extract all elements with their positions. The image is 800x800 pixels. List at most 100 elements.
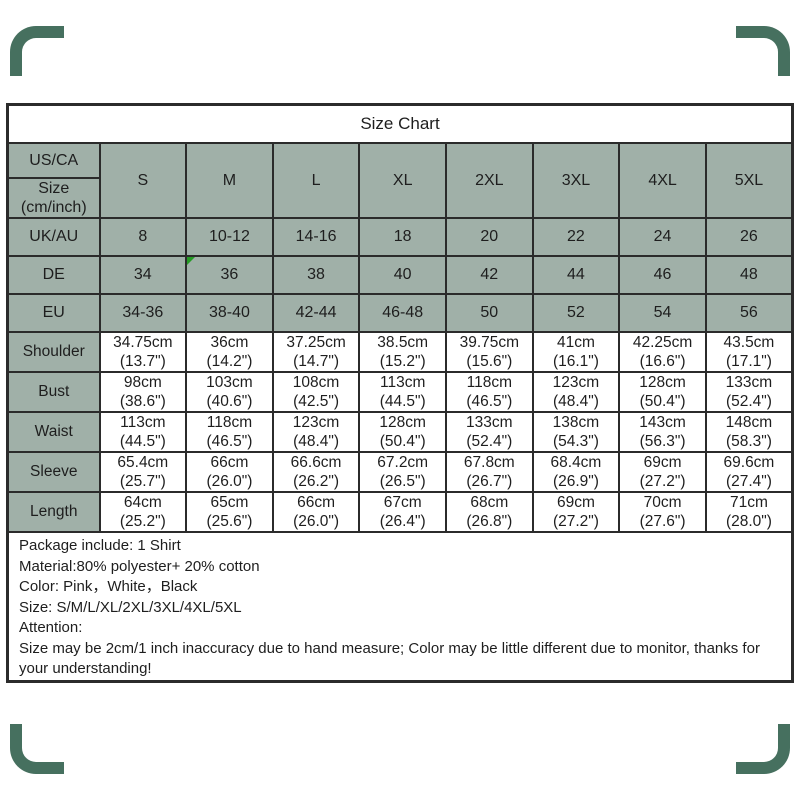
rounded-corner-decoration-bottom-left bbox=[10, 724, 64, 774]
size-value-text: 44 bbox=[567, 266, 585, 283]
measurement-value-cell: 113cm (44.5") bbox=[98, 411, 188, 453]
measurement-cm-text: 41cm bbox=[556, 334, 595, 351]
size-value-cell: 18 bbox=[358, 217, 447, 257]
size-value-cell: 46-48 bbox=[358, 293, 447, 333]
measurement-inch-text: (25.7") bbox=[119, 473, 166, 490]
measurement-value-cell: 138cm (54.3") bbox=[531, 411, 621, 453]
measurement-cm-text: 37.25cm bbox=[286, 334, 346, 351]
row-label-length: Length bbox=[6, 491, 101, 533]
measurement-cm-text: 69cm bbox=[643, 454, 682, 471]
row-label-eu: EU bbox=[6, 293, 101, 333]
measurement-cm-text: 69cm bbox=[556, 494, 595, 511]
product-notes: Package include: 1 Shirt Material:80% pol… bbox=[6, 531, 794, 682]
measurement-cm-text: 65cm bbox=[210, 494, 249, 511]
note-line: Size: S/M/L/XL/2XL/3XL/4XL/5XL bbox=[19, 598, 242, 616]
size-value-cell: 34 bbox=[98, 255, 188, 295]
size-value-cell: 10-12 bbox=[185, 217, 274, 257]
measurement-inch-text: (16.6") bbox=[639, 353, 686, 370]
measurement-cm-text: 70cm bbox=[643, 494, 682, 511]
table-row-shoulder: Shoulder 34.75cm (13.7") 36cm (14.2") 37.25cm… bbox=[6, 331, 794, 373]
note-line: Size may be 2cm/1 inch inaccuracy due to… bbox=[19, 639, 760, 678]
measurement-inch-text: (13.7") bbox=[119, 353, 166, 370]
measurement-inch-text: (50.4") bbox=[639, 393, 686, 410]
size-value-text: 34 bbox=[133, 266, 152, 283]
measurement-value-cell: 69cm (27.2") bbox=[531, 491, 621, 533]
measurement-cm-text: 34.75cm bbox=[113, 334, 173, 351]
measurement-value-cell: 68.4cm (26.9") bbox=[531, 451, 621, 493]
title-row: Size Chart bbox=[6, 103, 794, 144]
size-value-text: 52 bbox=[567, 304, 585, 321]
rounded-corner-decoration-top-right bbox=[736, 26, 790, 76]
measurement-inch-text: (42.5") bbox=[293, 393, 340, 410]
header-row-bottom: Size (cm/inch) bbox=[6, 177, 793, 219]
table-row-uk-au: UK/AU 8 10-12 14-16 18 20 22 24 26 bbox=[6, 217, 794, 257]
size-value-cell: 24 bbox=[618, 217, 707, 257]
note-line: Material:80% polyester+ 20% cotton bbox=[19, 557, 260, 575]
size-column-header-l: L bbox=[271, 142, 361, 219]
measurement-cm-text: 128cm bbox=[639, 374, 686, 391]
measurement-cm-text: 67.8cm bbox=[463, 454, 515, 471]
measurement-inch-text: (58.3") bbox=[725, 433, 772, 450]
measurement-inch-text: (26.4") bbox=[379, 513, 426, 530]
size-value-text: 14-16 bbox=[295, 228, 337, 245]
measurement-cm-text: 69.6cm bbox=[723, 454, 775, 471]
measurement-value-cell: 36cm (14.2") bbox=[185, 331, 274, 373]
row-label-shoulder: Shoulder bbox=[6, 331, 101, 373]
measurement-inch-text: (14.2") bbox=[206, 353, 253, 370]
row-label-uk-au: UK/AU bbox=[6, 217, 101, 257]
row-label-sleeve: Sleeve bbox=[6, 451, 101, 493]
table-row-waist: Waist 113cm (44.5") 118cm (46.5") 123cm (48.4"… bbox=[6, 411, 794, 453]
measurement-cm-text: 66cm bbox=[297, 494, 336, 511]
table-row-sleeve: Sleeve 65.4cm (25.7") 66cm (26.0") 66.6cm (26.… bbox=[6, 451, 794, 493]
measurement-value-cell: 43.5cm (17.1") bbox=[704, 331, 794, 373]
size-column-header-m: M bbox=[185, 142, 274, 219]
measurement-inch-text: (27.2") bbox=[552, 513, 599, 530]
size-value-cell: 14-16 bbox=[271, 217, 361, 257]
size-value-cell: 38 bbox=[271, 255, 361, 295]
size-value-cell: 42-44 bbox=[271, 293, 361, 333]
note-line: Color: Pink，White，Black bbox=[19, 578, 198, 595]
measurement-inch-text: (25.6") bbox=[206, 513, 253, 530]
measurement-value-cell: 123cm (48.4") bbox=[271, 411, 361, 453]
size-value-text: 42-44 bbox=[295, 304, 337, 321]
rounded-corner-decoration-top-left bbox=[10, 26, 64, 76]
size-value-cell: 20 bbox=[445, 217, 534, 257]
rounded-corner-decoration-bottom-right bbox=[736, 724, 790, 774]
size-value-text: 20 bbox=[480, 228, 499, 245]
measurement-cm-text: 71cm bbox=[729, 494, 768, 511]
measurement-cm-text: 67.2cm bbox=[377, 454, 429, 471]
measurement-inch-text: (28.0") bbox=[725, 513, 772, 530]
size-column-header-xl: XL bbox=[358, 142, 447, 219]
measurement-value-cell: 67cm (26.4") bbox=[358, 491, 447, 533]
measurement-inch-text: (26.0") bbox=[293, 513, 340, 530]
measurement-cm-text: 68cm bbox=[470, 494, 509, 511]
size-chart-table: Size Chart US/CA S M L XL 2XL 3XL 4XL 5XL Size … bbox=[6, 103, 794, 683]
size-value-text: 38 bbox=[307, 266, 325, 283]
size-value-text: 40 bbox=[393, 266, 412, 283]
measurement-inch-text: (25.2") bbox=[119, 513, 166, 530]
measurement-cm-text: 103cm bbox=[206, 374, 253, 391]
size-value-text: 50 bbox=[480, 304, 499, 321]
size-value-text: 18 bbox=[393, 228, 412, 245]
size-value-cell: 42 bbox=[445, 255, 534, 295]
size-value-cell: 50 bbox=[445, 293, 534, 333]
size-unit-header-cell: Size (cm/inch) bbox=[6, 177, 101, 219]
cell-comment-marker-icon bbox=[188, 258, 196, 265]
measurement-cm-text: 42.25cm bbox=[632, 334, 693, 351]
measurement-value-cell: 128cm (50.4") bbox=[358, 411, 447, 453]
size-value-text: 46-48 bbox=[382, 304, 424, 321]
measurement-cm-text: 148cm bbox=[725, 414, 773, 431]
size-value-cell: 36 bbox=[185, 255, 274, 295]
row-label-de: DE bbox=[6, 255, 101, 295]
measurement-inch-text: (27.6") bbox=[639, 513, 686, 530]
measurement-value-cell: 143cm (56.3") bbox=[618, 411, 707, 453]
measurement-inch-text: (38.6") bbox=[119, 393, 166, 410]
size-value-cell: 22 bbox=[531, 217, 621, 257]
measurement-cm-text: 36cm bbox=[210, 334, 249, 351]
measurement-value-cell: 69cm (27.2") bbox=[618, 451, 707, 493]
measurement-value-cell: 37.25cm (14.7") bbox=[271, 331, 361, 373]
size-column-header-3xl: 3XL bbox=[531, 142, 621, 219]
size-value-text: 22 bbox=[567, 228, 585, 245]
size-value-cell: 38-40 bbox=[185, 293, 274, 333]
measurement-inch-text: (26.7") bbox=[466, 473, 513, 490]
